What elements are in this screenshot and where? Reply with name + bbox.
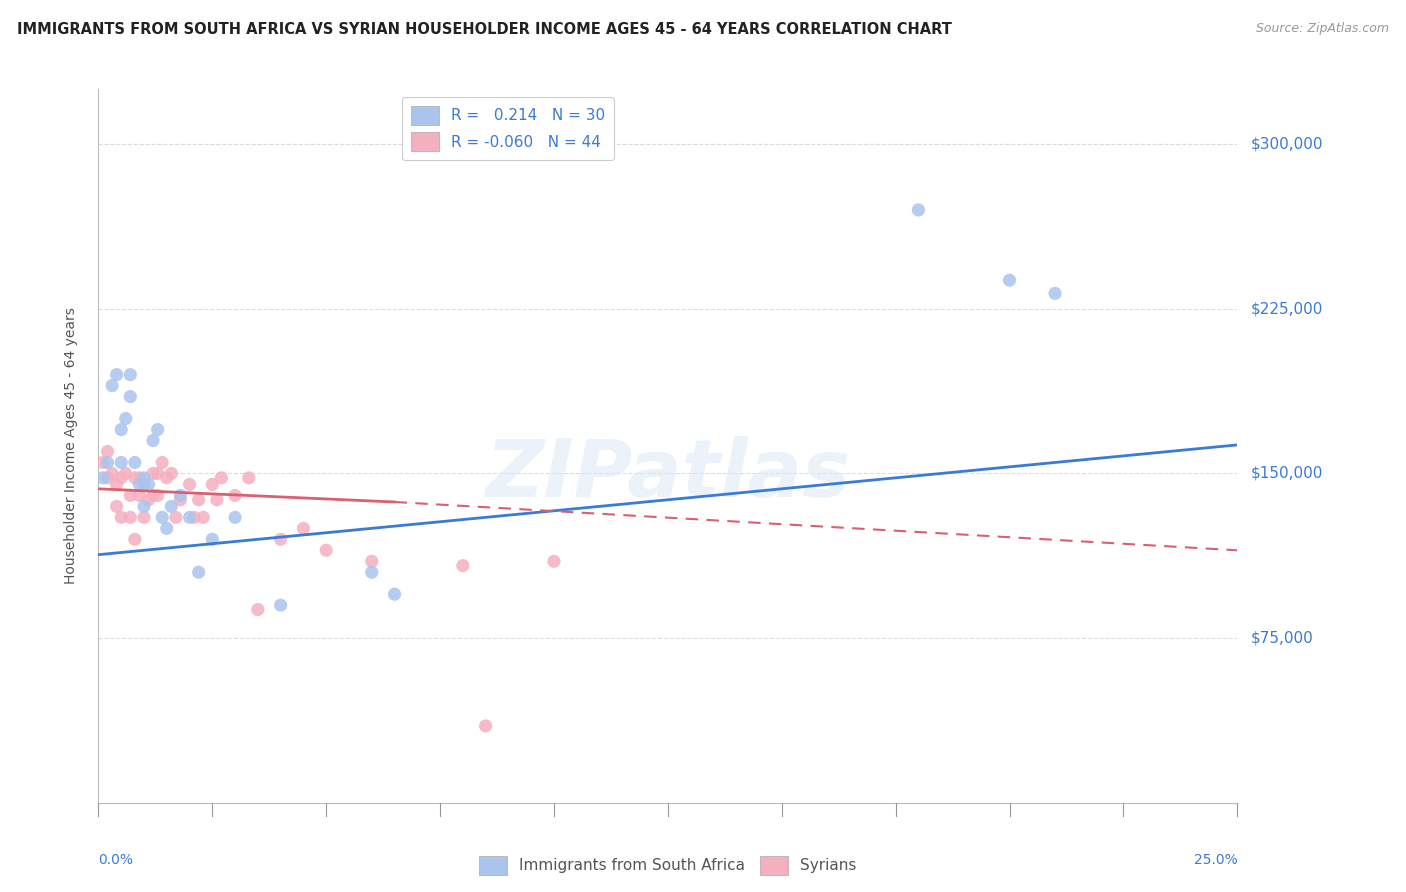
- Point: [142, 434, 165, 448]
- Text: 0.0%: 0.0%: [98, 853, 134, 867]
- Point: [96, 455, 118, 469]
- Point: [124, 533, 146, 547]
- Point: [146, 488, 169, 502]
- Point: [474, 719, 496, 733]
- Point: [360, 554, 382, 568]
- Text: $225,000: $225,000: [1251, 301, 1323, 317]
- Point: [187, 492, 209, 507]
- Point: [209, 471, 232, 485]
- Point: [183, 510, 205, 524]
- Point: [120, 488, 142, 502]
- Point: [315, 543, 337, 558]
- Point: [179, 477, 201, 491]
- Point: [150, 510, 173, 524]
- Point: [132, 471, 155, 485]
- Point: [120, 368, 142, 382]
- Point: [120, 510, 142, 524]
- Point: [124, 471, 146, 485]
- Point: [292, 521, 315, 535]
- Text: $300,000: $300,000: [1251, 136, 1323, 152]
- Point: [224, 488, 246, 502]
- Point: [165, 510, 187, 524]
- Point: [114, 467, 136, 481]
- Point: [201, 533, 224, 547]
- Point: [270, 598, 292, 612]
- Point: [384, 587, 406, 601]
- Point: [114, 411, 136, 425]
- Point: [142, 467, 165, 481]
- Text: $150,000: $150,000: [1251, 466, 1323, 481]
- Point: [193, 510, 215, 524]
- Point: [110, 471, 132, 485]
- Point: [105, 477, 128, 491]
- Point: [120, 390, 142, 404]
- Point: [907, 202, 929, 217]
- Point: [132, 500, 155, 514]
- Point: [156, 471, 179, 485]
- Point: [179, 510, 201, 524]
- Point: [110, 423, 132, 437]
- Text: 25.0%: 25.0%: [1194, 853, 1237, 867]
- Text: ZIPatlas: ZIPatlas: [485, 435, 851, 514]
- Point: [205, 492, 228, 507]
- Point: [96, 471, 118, 485]
- Point: [96, 444, 118, 458]
- Point: [105, 500, 128, 514]
- Point: [146, 423, 169, 437]
- Point: [91, 455, 114, 469]
- Point: [128, 477, 150, 491]
- Point: [169, 492, 191, 507]
- Text: $75,000: $75,000: [1251, 631, 1315, 646]
- Point: [132, 477, 155, 491]
- Point: [246, 602, 269, 616]
- Text: Source: ZipAtlas.com: Source: ZipAtlas.com: [1256, 22, 1389, 36]
- Y-axis label: Householder Income Ages 45 - 64 years: Householder Income Ages 45 - 64 years: [63, 308, 77, 584]
- Point: [543, 554, 565, 568]
- Point: [110, 455, 132, 469]
- Point: [132, 510, 155, 524]
- Point: [160, 500, 183, 514]
- Point: [169, 488, 191, 502]
- Point: [105, 368, 128, 382]
- Point: [110, 510, 132, 524]
- Text: IMMIGRANTS FROM SOUTH AFRICA VS SYRIAN HOUSEHOLDER INCOME AGES 45 - 64 YEARS COR: IMMIGRANTS FROM SOUTH AFRICA VS SYRIAN H…: [17, 22, 952, 37]
- Point: [142, 488, 165, 502]
- Point: [138, 477, 160, 491]
- Point: [201, 477, 224, 491]
- Point: [150, 455, 173, 469]
- Point: [160, 467, 183, 481]
- Legend: Immigrants from South Africa, Syrians: Immigrants from South Africa, Syrians: [474, 850, 862, 880]
- Point: [91, 471, 114, 485]
- Point: [998, 273, 1021, 287]
- Point: [270, 533, 292, 547]
- Point: [128, 488, 150, 502]
- Point: [138, 492, 160, 507]
- Point: [124, 455, 146, 469]
- Point: [451, 558, 474, 573]
- Point: [101, 467, 124, 481]
- Point: [187, 566, 209, 580]
- Point: [101, 378, 124, 392]
- Point: [146, 467, 169, 481]
- Point: [1043, 286, 1066, 301]
- Point: [156, 521, 179, 535]
- Point: [238, 471, 260, 485]
- Point: [224, 510, 246, 524]
- Point: [128, 471, 150, 485]
- Point: [360, 566, 382, 580]
